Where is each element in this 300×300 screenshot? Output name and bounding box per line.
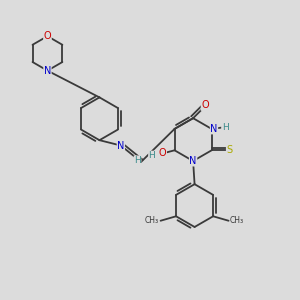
Text: S: S (226, 145, 232, 155)
Text: O: O (44, 31, 51, 41)
Text: N: N (210, 124, 218, 134)
Text: CH₃: CH₃ (230, 216, 244, 225)
Text: O: O (159, 148, 166, 158)
Text: N: N (189, 156, 197, 166)
Text: O: O (201, 100, 209, 110)
Text: H: H (148, 151, 155, 160)
Text: N: N (117, 140, 124, 151)
Text: H: H (222, 123, 228, 132)
Text: N: N (44, 66, 51, 76)
Text: CH₃: CH₃ (145, 216, 159, 225)
Text: H: H (134, 156, 141, 165)
